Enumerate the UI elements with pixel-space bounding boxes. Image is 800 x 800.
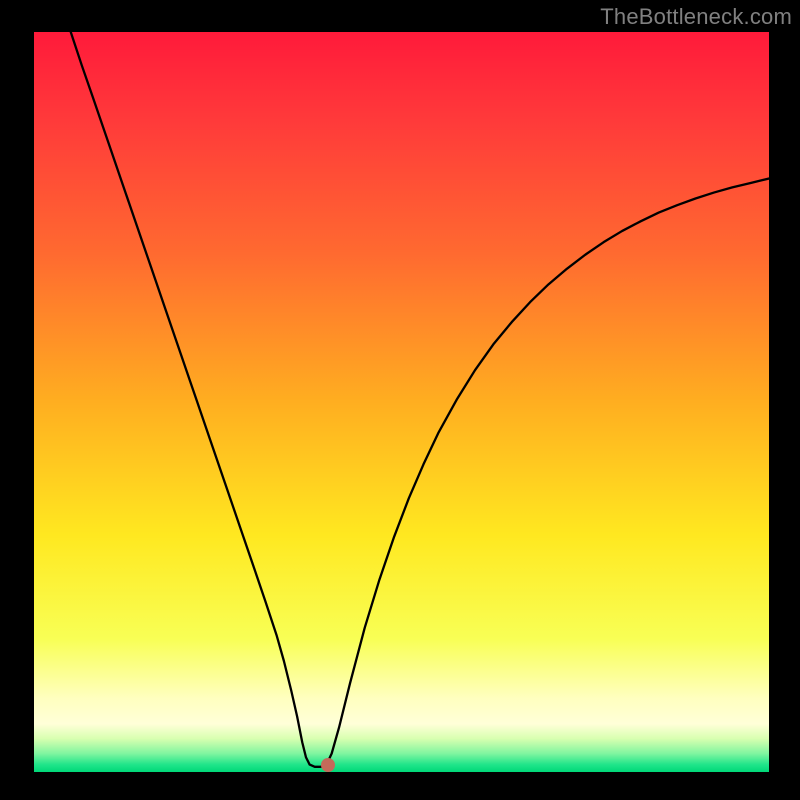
performance-curve: [34, 32, 769, 772]
plot-area: [34, 32, 769, 772]
watermark-text: TheBottleneck.com: [600, 4, 792, 30]
chart-frame: [0, 0, 800, 800]
optimum-marker: [321, 758, 335, 772]
